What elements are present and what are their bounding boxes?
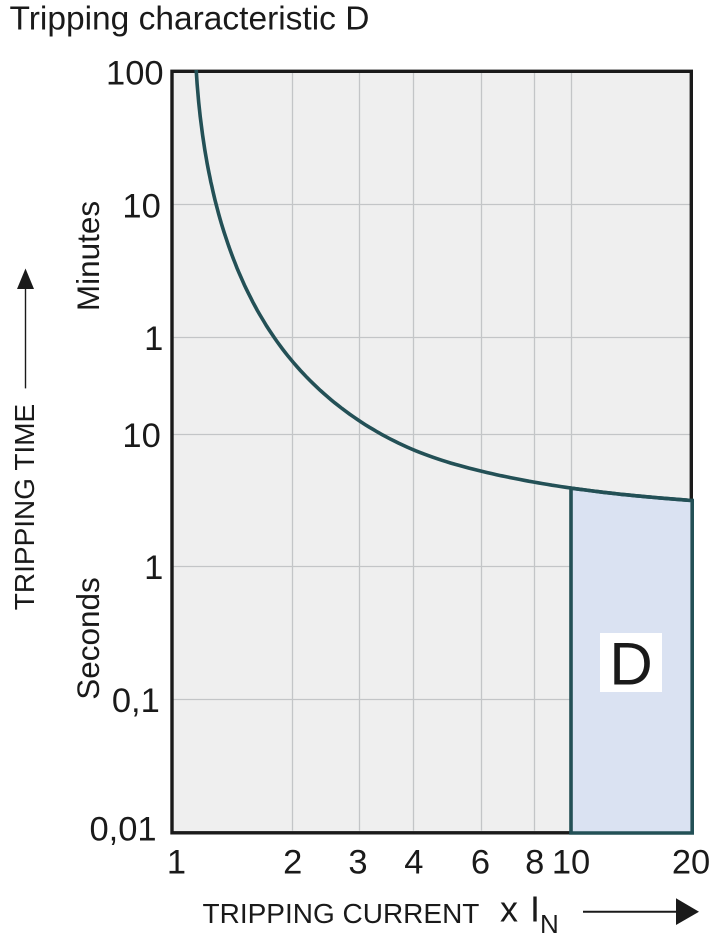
svg-text:0,1: 0,1 bbox=[112, 682, 160, 720]
svg-text:Tripping characteristic D: Tripping characteristic D bbox=[10, 1, 370, 38]
svg-text:2: 2 bbox=[283, 844, 302, 882]
svg-text:8: 8 bbox=[525, 844, 544, 882]
svg-text:10: 10 bbox=[122, 417, 160, 455]
svg-text:20: 20 bbox=[672, 844, 710, 882]
svg-text:1: 1 bbox=[167, 844, 186, 882]
svg-text:TRIPPING TIME: TRIPPING TIME bbox=[9, 404, 40, 610]
svg-text:3: 3 bbox=[348, 844, 367, 882]
svg-text:I: I bbox=[530, 889, 540, 930]
svg-text:TRIPPING CURRENT: TRIPPING CURRENT bbox=[203, 898, 480, 929]
svg-text:0,01: 0,01 bbox=[89, 811, 156, 849]
svg-text:Seconds: Seconds bbox=[70, 577, 106, 700]
svg-text:4: 4 bbox=[404, 844, 423, 882]
svg-text:10: 10 bbox=[552, 844, 590, 882]
svg-text:100: 100 bbox=[106, 55, 164, 93]
svg-text:Minutes: Minutes bbox=[70, 201, 106, 311]
svg-text:6: 6 bbox=[471, 844, 490, 882]
svg-text:x: x bbox=[500, 889, 518, 930]
svg-text:1: 1 bbox=[144, 320, 163, 358]
svg-text:N: N bbox=[540, 909, 559, 939]
svg-text:1: 1 bbox=[144, 549, 163, 587]
svg-text:10: 10 bbox=[122, 188, 160, 226]
svg-text:D: D bbox=[609, 630, 652, 697]
